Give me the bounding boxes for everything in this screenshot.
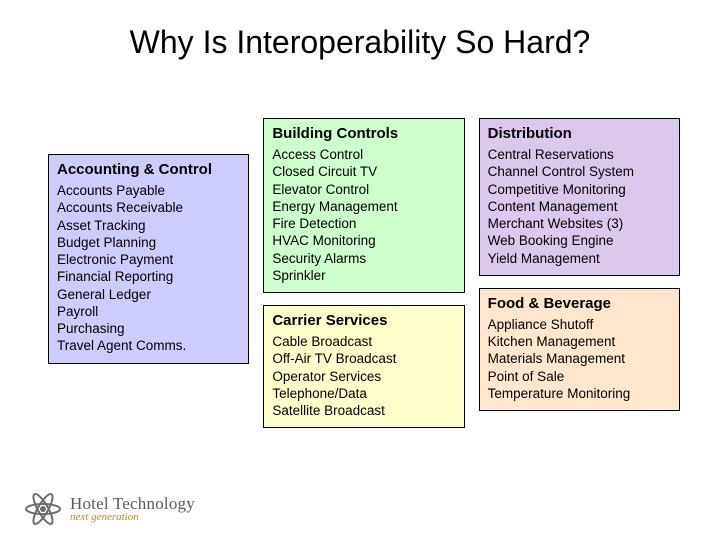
- list-item: Travel Agent Comms.: [57, 337, 240, 354]
- list-item: Central Reservations: [488, 146, 671, 163]
- list-item: HVAC Monitoring: [272, 232, 455, 249]
- list-item: Financial Reporting: [57, 268, 240, 285]
- list-item: Sprinkler: [272, 267, 455, 284]
- list-item: Elevator Control: [272, 181, 455, 198]
- list-item: Accounts Receivable: [57, 199, 240, 216]
- list-item: Asset Tracking: [57, 217, 240, 234]
- box-title-food: Food & Beverage: [488, 295, 671, 312]
- box-building: Building Controls Access Control Closed …: [263, 118, 464, 293]
- list-item: Channel Control System: [488, 163, 671, 180]
- list-item: Access Control: [272, 146, 455, 163]
- box-accounting: Accounting & Control Accounts Payable Ac…: [48, 154, 249, 364]
- list-item: Point of Sale: [488, 368, 671, 385]
- list-item: Cable Broadcast: [272, 333, 455, 350]
- box-carrier: Carrier Services Cable Broadcast Off-Air…: [263, 305, 464, 428]
- list-item: Web Booking Engine: [488, 232, 671, 249]
- box-distribution: Distribution Central Reservations Channe…: [479, 118, 680, 276]
- list-item: Closed Circuit TV: [272, 163, 455, 180]
- list-item: Competitive Monitoring: [488, 181, 671, 198]
- list-item: Telephone/Data: [272, 385, 455, 402]
- footer-logo: Hotel Technology next generation: [24, 492, 195, 526]
- column-3: Distribution Central Reservations Channe…: [479, 118, 680, 428]
- list-item: Energy Management: [272, 198, 455, 215]
- slide-title: Why Is Interoperability So Hard?: [0, 24, 720, 61]
- list-item: Off-Air TV Broadcast: [272, 350, 455, 367]
- list-item: Materials Management: [488, 350, 671, 367]
- list-distribution: Central Reservations Channel Control Sys…: [488, 146, 671, 267]
- list-item: Merchant Websites (3): [488, 215, 671, 232]
- list-item: Appliance Shutoff: [488, 316, 671, 333]
- list-item: Accounts Payable: [57, 182, 240, 199]
- box-title-distribution: Distribution: [488, 125, 671, 142]
- list-item: Security Alarms: [272, 250, 455, 267]
- list-item: Kitchen Management: [488, 333, 671, 350]
- logo-text: Hotel Technology next generation: [70, 495, 195, 523]
- list-item: Purchasing: [57, 320, 240, 337]
- logo-mark-icon: [24, 492, 62, 526]
- columns-container: Accounting & Control Accounts Payable Ac…: [48, 118, 680, 428]
- list-accounting: Accounts Payable Accounts Receivable Ass…: [57, 182, 240, 355]
- list-item: Satellite Broadcast: [272, 402, 455, 419]
- list-item: Budget Planning: [57, 234, 240, 251]
- list-item: Operator Services: [272, 368, 455, 385]
- list-item: Electronic Payment: [57, 251, 240, 268]
- list-item: Content Management: [488, 198, 671, 215]
- list-building: Access Control Closed Circuit TV Elevato…: [272, 146, 455, 284]
- list-carrier: Cable Broadcast Off-Air TV Broadcast Ope…: [272, 333, 455, 419]
- logo-line1: Hotel Technology: [70, 495, 195, 512]
- list-food: Appliance Shutoff Kitchen Management Mat…: [488, 316, 671, 402]
- column-1: Accounting & Control Accounts Payable Ac…: [48, 118, 249, 428]
- box-title-carrier: Carrier Services: [272, 312, 455, 329]
- box-food: Food & Beverage Appliance Shutoff Kitche…: [479, 288, 680, 411]
- list-item: General Ledger: [57, 286, 240, 303]
- list-item: Payroll: [57, 303, 240, 320]
- box-title-accounting: Accounting & Control: [57, 161, 240, 178]
- column-2: Building Controls Access Control Closed …: [263, 118, 464, 428]
- box-title-building: Building Controls: [272, 125, 455, 142]
- logo-line2: next generation: [70, 512, 195, 523]
- list-item: Temperature Monitoring: [488, 385, 671, 402]
- list-item: Fire Detection: [272, 215, 455, 232]
- list-item: Yield Management: [488, 250, 671, 267]
